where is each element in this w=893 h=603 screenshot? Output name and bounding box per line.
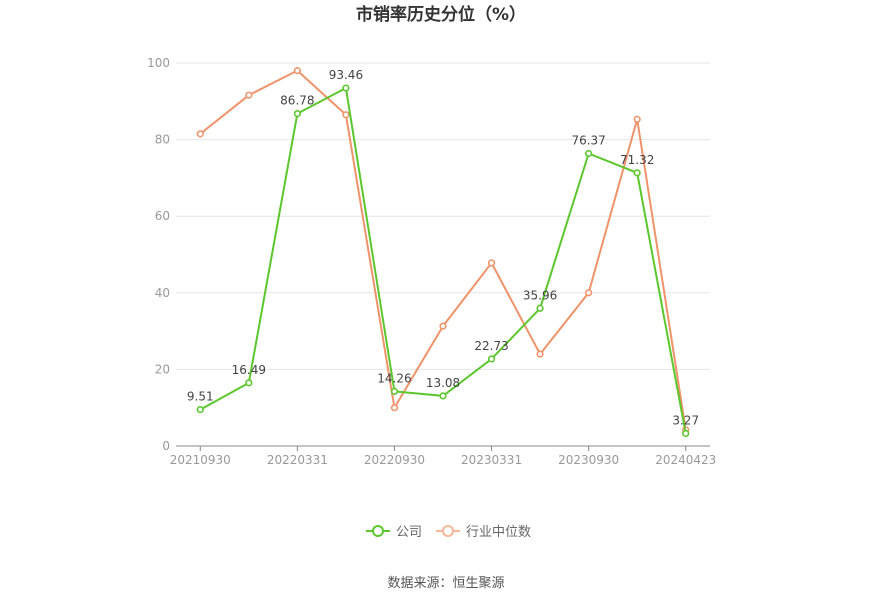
series-layer: [196, 67, 690, 438]
data-label: 71.32: [620, 153, 654, 167]
x-tick-label: 20220331: [267, 453, 328, 467]
data-label: 22.73: [474, 339, 508, 353]
y-tick-label: 100: [147, 56, 170, 70]
data-point: [293, 110, 301, 118]
x-tick-label: 20210930: [170, 453, 231, 467]
data-label: 13.08: [426, 376, 460, 390]
data-label: 3.27: [672, 413, 699, 427]
data-point: [196, 405, 204, 414]
x-tick-label: 20240423: [655, 453, 716, 467]
legend-marker: [372, 525, 384, 537]
y-tick-label: 60: [155, 209, 170, 223]
data-label: 16.49: [232, 363, 266, 377]
data-point: [439, 392, 447, 400]
legend-item-1[interactable]: 行业中位数: [436, 525, 531, 540]
axes: 0 20 40 60 80 100 20210930 20220331 20220930 2023…: [147, 56, 716, 467]
data-label: 14.26: [377, 371, 411, 385]
data-point: [633, 169, 641, 177]
data-point: [245, 379, 253, 387]
y-tick-label: 20: [155, 362, 170, 376]
data-point: [390, 404, 399, 412]
legend-marker: [442, 525, 454, 537]
y-tick-label: 40: [155, 286, 170, 300]
data-point: [585, 289, 593, 297]
data-label: 35.96: [523, 288, 557, 302]
x-tick-label: 20220930: [364, 453, 425, 467]
data-point: [536, 304, 544, 312]
data-point: [487, 259, 496, 267]
data-label: 9.51: [187, 390, 214, 404]
legend[interactable]: 公司 行业中位数: [366, 525, 531, 540]
data-point: [196, 130, 204, 138]
data-label: 86.78: [280, 94, 314, 108]
data-point: [585, 149, 593, 158]
data-point: [390, 387, 399, 395]
y-tick-label: 0: [162, 439, 170, 453]
x-tick-label: 20230930: [558, 453, 619, 467]
data-labels: 9.51 16.49 86.78 93.46 14.26 13.08 22.73 35.96 7…: [187, 68, 699, 427]
legend-label: 公司: [396, 525, 422, 540]
data-label: 93.46: [329, 68, 363, 82]
data-point: [245, 91, 253, 99]
data-point: [293, 67, 301, 75]
data-point: [487, 355, 496, 363]
data-label: 76.37: [571, 134, 605, 148]
data-point: [342, 84, 350, 92]
y-tick-label: 80: [155, 133, 170, 147]
data-point: [682, 429, 690, 438]
data-point: [342, 111, 350, 119]
source-text: 数据来源：恒生聚源: [387, 576, 504, 591]
data-point: [536, 350, 544, 358]
data-point: [439, 322, 447, 330]
legend-item-0[interactable]: 公司: [366, 525, 422, 540]
data-point: [633, 115, 641, 123]
legend-label: 行业中位数: [466, 525, 531, 540]
chart-title: 市销率历史分位（%）: [356, 4, 526, 25]
x-tick-label: 20230331: [461, 453, 522, 467]
